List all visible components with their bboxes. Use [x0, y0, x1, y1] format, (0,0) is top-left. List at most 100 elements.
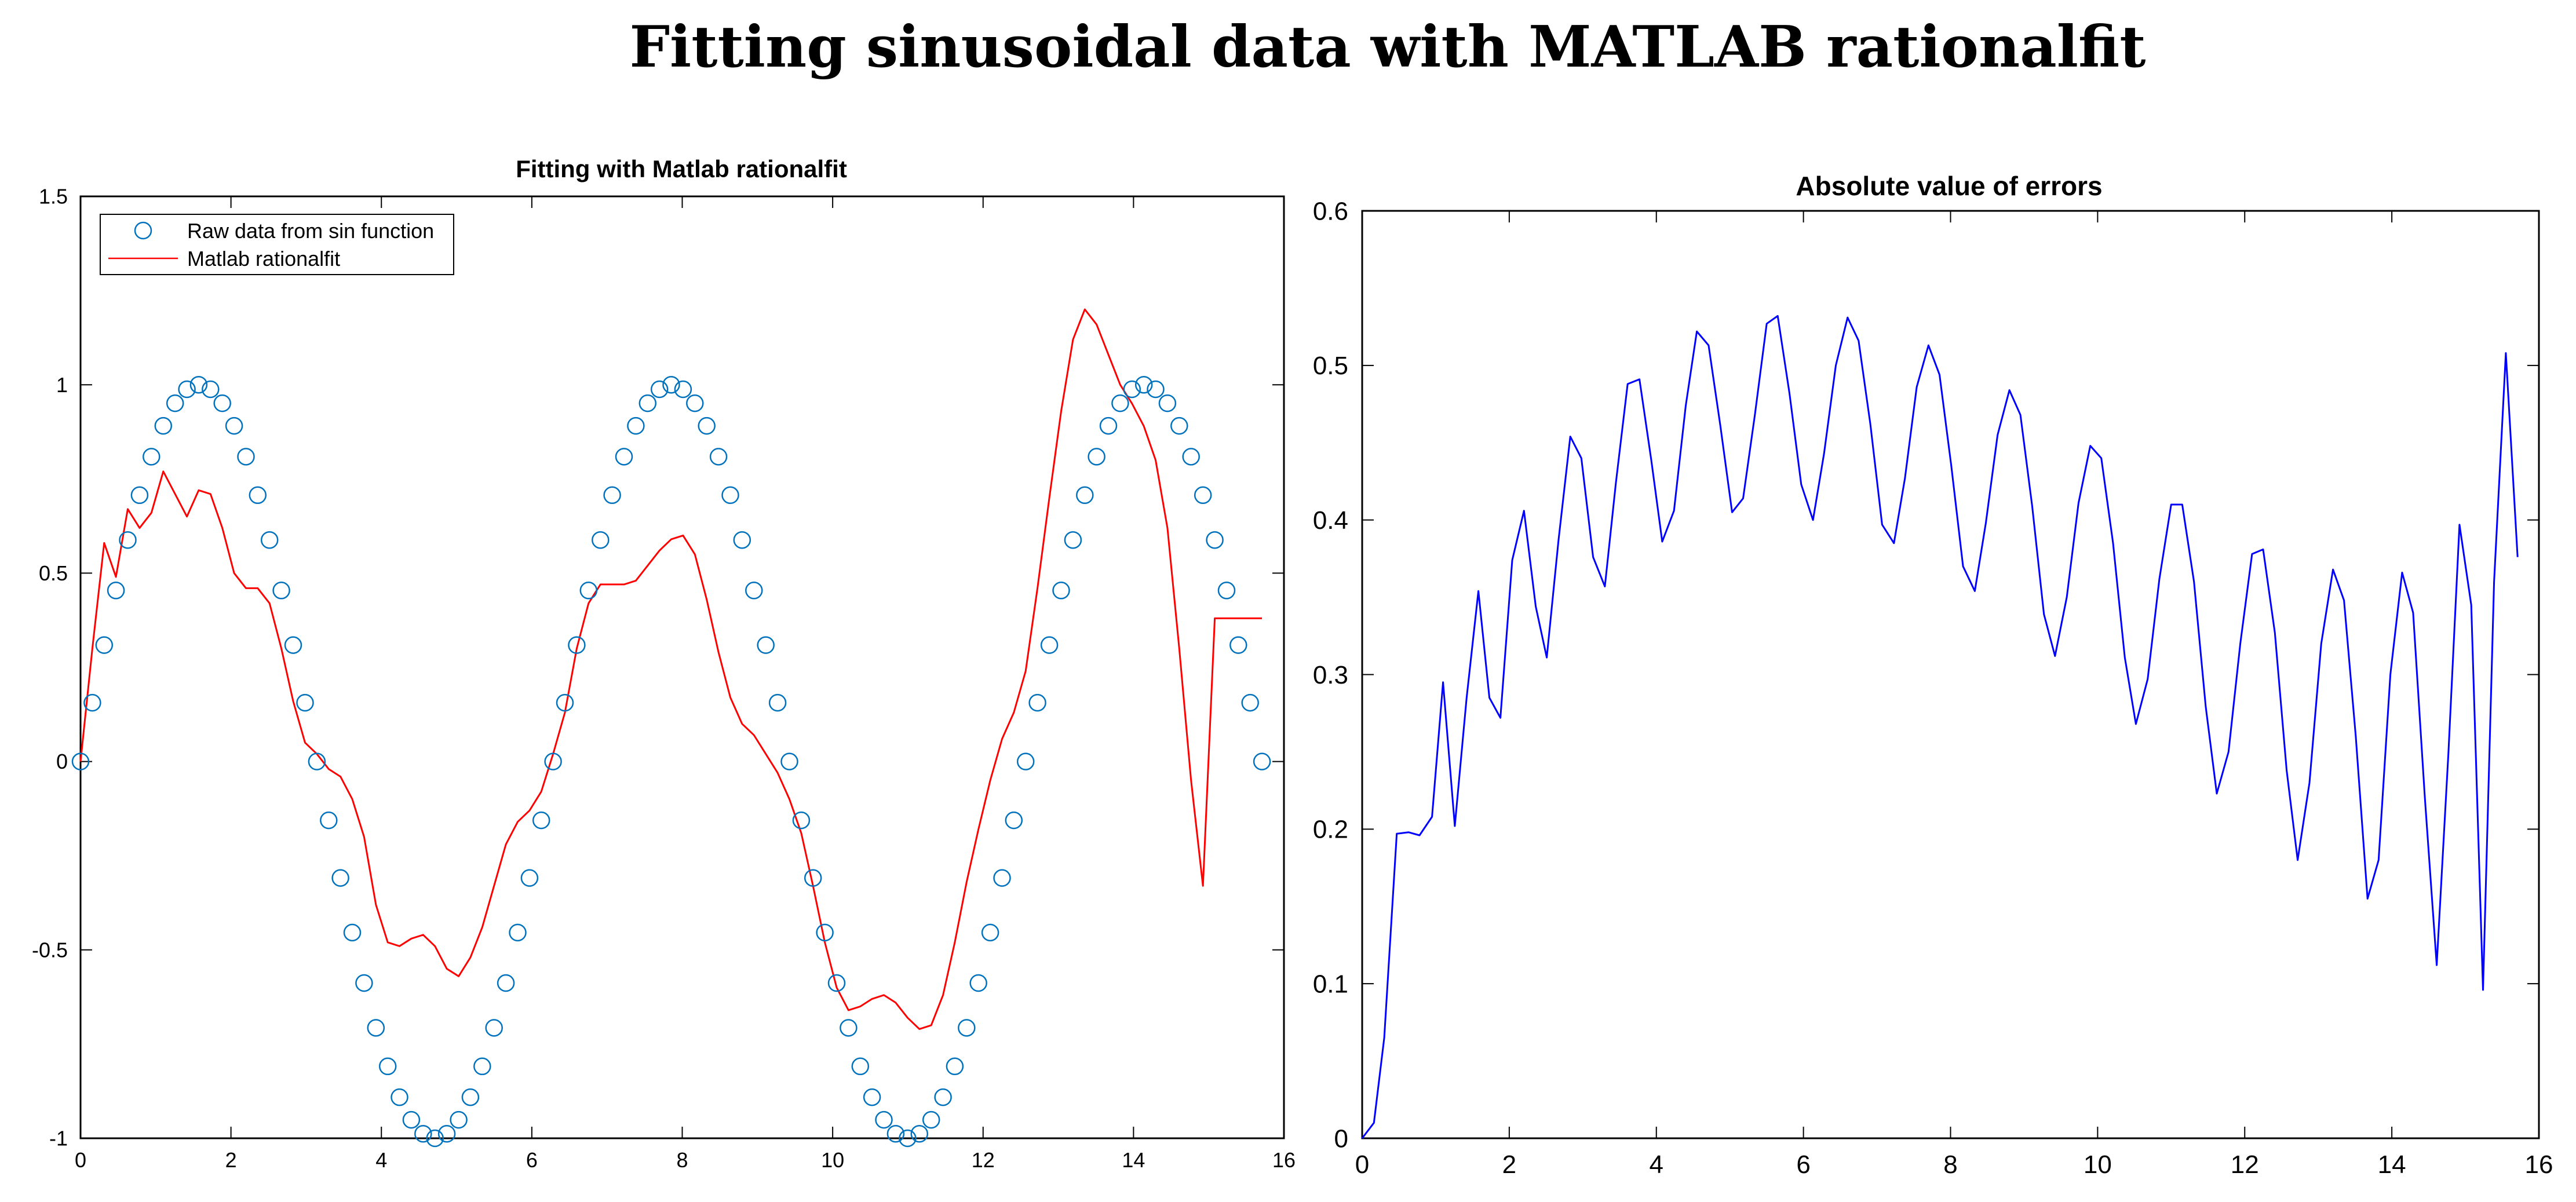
raw-data-point — [1064, 531, 1082, 549]
raw-data-point — [225, 417, 243, 435]
right-xtick-label: 8 — [1943, 1150, 1957, 1179]
raw-data-point — [1016, 752, 1035, 770]
raw-data-point — [674, 380, 692, 399]
raw-data-point — [733, 531, 751, 549]
raw-data-point — [414, 1124, 432, 1143]
raw-data-point — [922, 1110, 940, 1129]
raw-data-point — [260, 531, 279, 549]
raw-data-point — [1241, 693, 1259, 712]
raw-data-point — [189, 375, 208, 394]
raw-data-point — [1229, 636, 1247, 654]
raw-data-point — [485, 1019, 503, 1037]
raw-data-point — [1147, 380, 1165, 399]
right-xtick-label: 4 — [1650, 1150, 1663, 1179]
raw-data-point — [910, 1124, 929, 1143]
raw-data-point — [461, 1088, 480, 1106]
left-fit-series — [79, 308, 1263, 1030]
right-ytick-label: 0.5 — [1313, 352, 1348, 380]
raw-data-point — [768, 693, 787, 712]
left-raw-series — [71, 375, 1271, 1148]
raw-data-point — [1158, 394, 1177, 412]
left-xtick-label: 14 — [1122, 1148, 1145, 1172]
raw-data-point — [296, 693, 314, 712]
left-ytick-label: 1.5 — [39, 185, 68, 209]
left-xtick-label: 6 — [526, 1148, 538, 1172]
left-xtick-label: 4 — [375, 1148, 387, 1172]
raw-data-point — [130, 486, 149, 505]
raw-data-point — [391, 1088, 408, 1106]
raw-data-point — [934, 1088, 952, 1106]
raw-data-point — [1076, 486, 1094, 505]
raw-data-point — [378, 1057, 397, 1076]
raw-data-point — [520, 869, 539, 887]
raw-data-point — [473, 1057, 491, 1076]
left-ytick-label: -1 — [49, 1127, 68, 1150]
raw-data-point — [745, 582, 763, 600]
raw-data-point — [709, 448, 728, 466]
left-axes-title: Fitting with Matlab rationalfit — [516, 155, 847, 182]
raw-data-point — [1170, 417, 1188, 435]
raw-data-point — [698, 417, 716, 435]
error-line — [1361, 315, 2519, 1139]
legend-entry-raw: Raw data from sin function — [187, 219, 434, 243]
right-xtick-label: 2 — [1502, 1150, 1516, 1179]
raw-data-point — [237, 448, 255, 466]
raw-data-point — [568, 636, 586, 654]
left-xtick-label: 12 — [972, 1148, 995, 1172]
raw-data-point — [650, 380, 669, 399]
raw-data-point — [154, 417, 173, 435]
right-axes: Absolute value of errors 0 2 4 6 8 10 12 14 1600… — [1313, 171, 2553, 1179]
raw-data-point — [556, 693, 574, 712]
raw-data-point — [143, 448, 160, 466]
raw-data-point — [166, 394, 184, 412]
raw-data-point — [981, 923, 999, 942]
left-ytick-label: 1 — [56, 373, 68, 397]
raw-data-point — [1099, 417, 1118, 435]
raw-data-point — [71, 752, 90, 770]
raw-data-point — [969, 974, 987, 992]
raw-data-point — [532, 811, 550, 830]
legend-raw-marker — [134, 221, 152, 240]
raw-data-point — [343, 923, 362, 942]
left-xtick-label: 0 — [75, 1148, 86, 1172]
raw-data-point — [958, 1019, 976, 1037]
raw-data-point — [886, 1124, 905, 1143]
left-ytick-label: 0.5 — [39, 561, 68, 585]
right-xtick-label: 12 — [2231, 1150, 2259, 1179]
raw-data-point — [827, 974, 846, 992]
right-axes-ticks: 0 2 4 6 8 10 12 14 16 0 0.1 0.2 0.3 0.4 0.5 0.6 — [1313, 197, 2553, 1179]
raw-data-point — [1253, 752, 1271, 770]
raw-data-point — [1028, 693, 1046, 712]
raw-data-point — [450, 1110, 468, 1129]
raw-data-point — [284, 636, 302, 654]
raw-data-point — [851, 1057, 870, 1076]
left-axes: Fitting with Matlab rationalfit 0 2 4 6 8 10 1… — [32, 155, 1296, 1172]
raw-data-point — [249, 486, 267, 505]
right-ytick-label: 0 — [1334, 1124, 1348, 1153]
raw-data-point — [757, 636, 775, 654]
legend-box — [100, 214, 454, 275]
left-axes-ticks: 0 2 4 6 8 10 12 14 16 -1 -0.5 0 0.5 1 1.5 — [32, 185, 1296, 1172]
raw-data-point — [509, 923, 527, 942]
right-ytick-label: 0.2 — [1313, 816, 1348, 844]
raw-data-point — [402, 1110, 421, 1129]
figure-title: Fitting sinusoidal data with MATLAB rati… — [629, 14, 2146, 81]
raw-data-point — [662, 375, 680, 394]
right-ytick-label: 0.6 — [1313, 197, 1348, 225]
raw-data-point — [1217, 582, 1236, 600]
raw-data-point — [1111, 394, 1129, 412]
raw-data-point — [863, 1088, 881, 1106]
raw-data-point — [320, 811, 338, 830]
raw-data-point — [1206, 531, 1224, 549]
left-xtick-label: 16 — [1272, 1148, 1296, 1172]
raw-data-point — [899, 1129, 917, 1148]
raw-data-point — [437, 1124, 456, 1143]
right-xtick-label: 16 — [2525, 1150, 2553, 1179]
raw-data-point — [95, 636, 114, 654]
right-xtick-label: 0 — [1355, 1150, 1369, 1179]
left-ytick-label: -0.5 — [32, 938, 68, 962]
raw-data-point — [83, 693, 101, 712]
raw-data-point — [993, 869, 1011, 887]
raw-data-point — [1134, 375, 1153, 394]
